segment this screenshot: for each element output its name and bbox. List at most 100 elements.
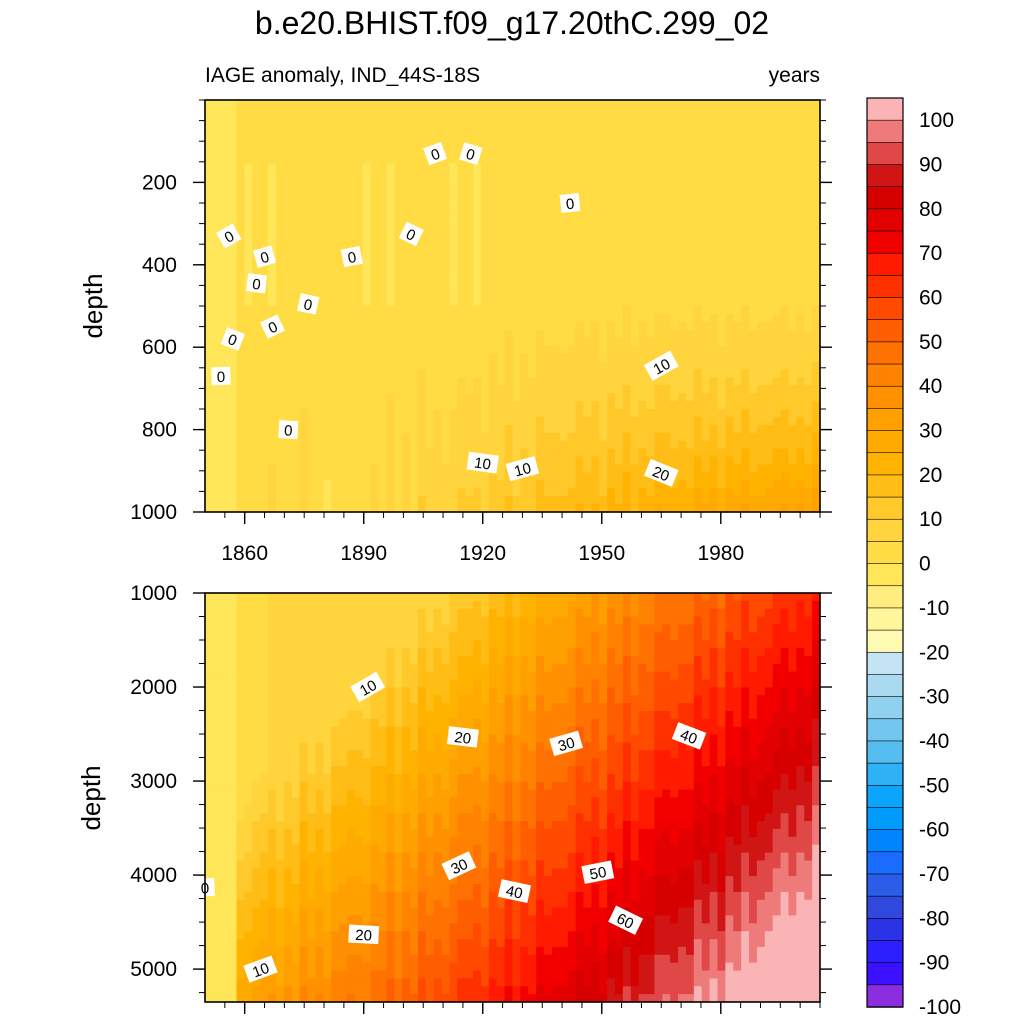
field-cell (480, 187, 490, 196)
upper-panel-field (205, 100, 820, 512)
field-cell (323, 401, 332, 410)
field-cell (670, 290, 679, 299)
field-cell (638, 274, 648, 283)
field-cell (812, 345, 820, 355)
field-cell (638, 203, 648, 212)
field-cell (291, 480, 301, 489)
field-cell (496, 298, 506, 307)
field-cell (685, 100, 695, 109)
field-cell (733, 131, 742, 141)
field-cell (252, 369, 261, 378)
field-cell (275, 624, 285, 633)
field-cell (693, 424, 703, 434)
field-cell (220, 994, 230, 1002)
field-cell (386, 337, 395, 347)
field-cell (283, 939, 293, 948)
field-cell (591, 385, 600, 394)
field-cell (331, 171, 340, 180)
field-cell (536, 155, 545, 164)
field-cell (394, 424, 403, 434)
field-cell (205, 155, 214, 164)
field-cell (662, 401, 671, 410)
field-cell (275, 488, 285, 497)
field-cell (252, 131, 261, 141)
field-cell (780, 210, 790, 220)
field-cell (662, 147, 671, 157)
field-cell (378, 345, 387, 355)
field-cell (299, 954, 309, 964)
field-cell (354, 163, 364, 172)
field-cell (544, 353, 553, 363)
field-cell (252, 836, 261, 846)
field-cell (496, 393, 506, 402)
field-cell (252, 385, 261, 394)
field-cell (299, 203, 309, 212)
field-cell (268, 131, 277, 141)
field-cell (544, 345, 553, 355)
field-cell (473, 337, 482, 347)
field-cell (268, 488, 277, 497)
field-cell (693, 504, 703, 512)
field-cell (252, 480, 261, 489)
field-cell (205, 734, 214, 744)
field-cell (275, 242, 285, 252)
field-cell (268, 931, 277, 940)
field-cell (354, 306, 364, 315)
field-cell (528, 306, 537, 315)
field-cell (315, 726, 324, 736)
field-cell (804, 409, 813, 418)
field-cell (268, 210, 277, 220)
field-cell (512, 488, 521, 497)
field-cell (425, 440, 435, 450)
field-cell (275, 710, 285, 720)
field-cell (417, 440, 427, 450)
field-cell (275, 695, 285, 704)
field-cell (386, 123, 395, 133)
field-cell (449, 488, 458, 497)
field-cell (323, 409, 332, 418)
field-cell (433, 345, 443, 355)
field-cell (244, 242, 253, 252)
field-cell (741, 504, 750, 512)
field-cell (457, 242, 466, 252)
field-cell (764, 274, 774, 283)
field-cell (307, 290, 316, 299)
field-cell (291, 828, 301, 838)
field-cell (544, 432, 553, 442)
field-cell (812, 337, 820, 347)
field-cell (465, 321, 474, 331)
field-cell (662, 179, 671, 188)
field-cell (275, 409, 285, 418)
field-cell (291, 504, 301, 512)
field-cell (804, 234, 813, 244)
field-cell (378, 329, 387, 339)
field-cell (394, 353, 403, 363)
field-cell (410, 115, 419, 125)
contour-label-text: 10 (513, 460, 534, 481)
field-cell (473, 274, 482, 283)
field-cell (480, 218, 490, 228)
field-cell (354, 147, 364, 157)
field-cell (299, 274, 309, 283)
field-cell (307, 852, 316, 862)
field-cell (212, 852, 222, 862)
field-cell (804, 115, 813, 125)
field-cell (725, 115, 734, 125)
field-cell (402, 377, 411, 386)
field-cell (717, 123, 726, 133)
field-cell (410, 504, 419, 512)
field-cell (496, 123, 506, 133)
field-cell (220, 907, 230, 917)
field-cell (228, 203, 238, 212)
field-cell (804, 488, 813, 497)
field-cell (670, 282, 679, 291)
field-cell (512, 147, 521, 157)
field-cell (283, 504, 293, 512)
field-cell (536, 337, 545, 347)
field-cell (756, 345, 766, 355)
field-cell (678, 226, 687, 236)
field-cell (488, 147, 498, 157)
contour-label: 10 (505, 456, 540, 482)
field-cell (709, 242, 719, 252)
field-cell (638, 258, 648, 267)
